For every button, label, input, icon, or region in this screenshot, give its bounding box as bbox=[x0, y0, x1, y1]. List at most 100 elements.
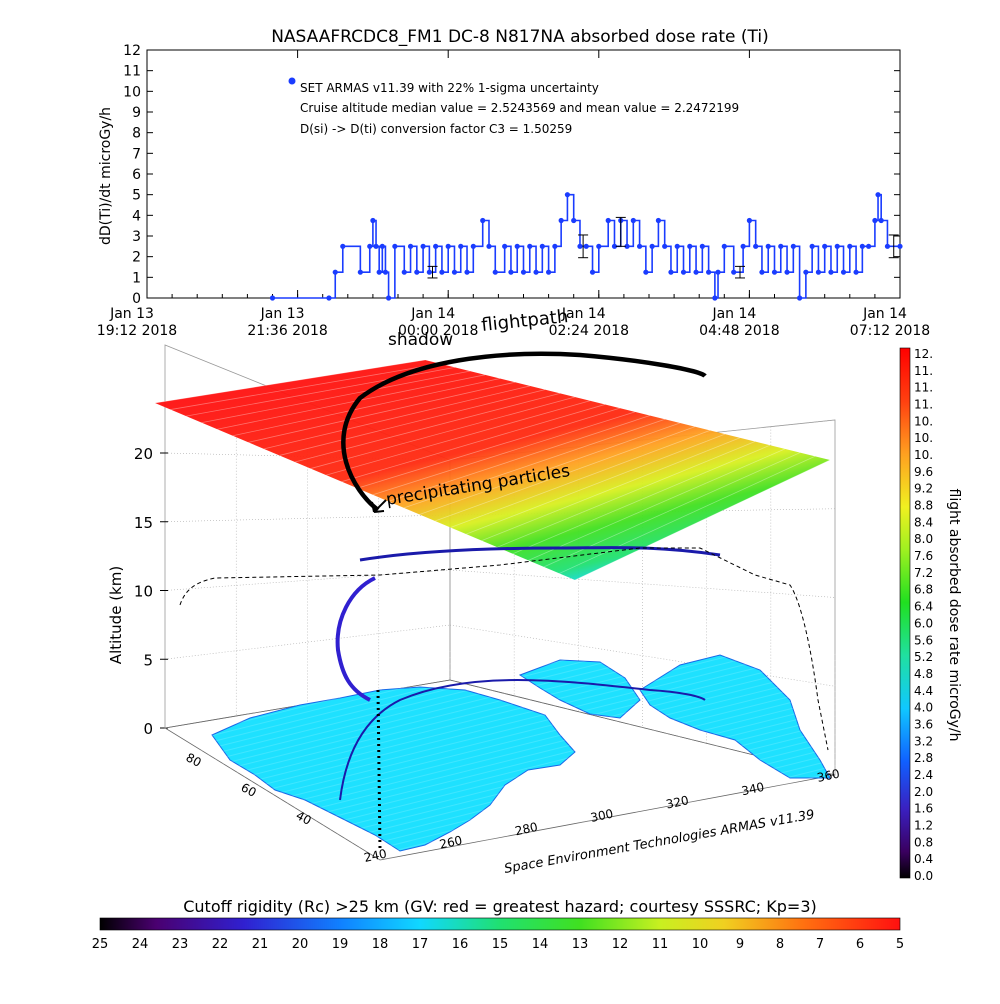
dose-colorbar-tick: 9.6 bbox=[914, 465, 933, 479]
dose-rate-point bbox=[803, 269, 809, 275]
slab-hatch-line bbox=[528, 448, 786, 561]
dose-rate-point bbox=[373, 243, 379, 249]
x-tick-label-date: Jan 14 bbox=[862, 306, 907, 322]
latitude-ticks: 40 60 80 bbox=[184, 750, 314, 828]
dose-rate-point bbox=[376, 269, 382, 275]
x-tick-label-time: 02:24 2018 bbox=[549, 323, 629, 339]
longitude-tick-label: 300 bbox=[589, 806, 614, 824]
slab-hatch-line bbox=[388, 415, 651, 502]
dose-rate-point bbox=[445, 243, 451, 249]
rigidity-colorbar-tick: 11 bbox=[652, 937, 669, 952]
longitude-tick-label: 280 bbox=[514, 820, 539, 838]
dose-colorbar-ticks: 12. 11. 11. 11. 10. 10. 10. 9.6 9.2 8.8 8.4 8.0 7.6 7… bbox=[914, 347, 933, 883]
dose-rate-point bbox=[611, 243, 618, 249]
slab-hatch-line bbox=[512, 444, 771, 555]
slab-hatch-line bbox=[170, 363, 441, 410]
rigidity-colorbar-tick: 25 bbox=[92, 937, 109, 952]
dose-rate-point bbox=[721, 243, 727, 249]
rigidity-colorbar-tick: 17 bbox=[412, 937, 429, 952]
x-tick-label-date: Jan 14 bbox=[711, 306, 756, 322]
dose-rate-point bbox=[740, 243, 746, 249]
rigidity-colorbar-tick: 21 bbox=[252, 937, 269, 952]
dose-rate-point bbox=[332, 269, 338, 275]
dose-rate-point bbox=[680, 269, 687, 275]
z-tick-label: 5 bbox=[143, 651, 153, 669]
dose-rate-point bbox=[596, 243, 602, 249]
dose-rate-point bbox=[414, 269, 420, 275]
dose-rate-point bbox=[624, 243, 630, 249]
dose-rate-point bbox=[589, 269, 596, 275]
dose-colorbar-tick: 4.8 bbox=[914, 667, 933, 681]
map-texture bbox=[200, 650, 840, 860]
y-tick-label: 12 bbox=[123, 43, 141, 59]
dose-rate-point bbox=[815, 269, 822, 275]
slab-hatch-line bbox=[201, 370, 471, 424]
dose-rate-point bbox=[558, 217, 564, 224]
dose-rate-point bbox=[502, 243, 508, 249]
dose-rate-series bbox=[269, 192, 903, 301]
dose-colorbar bbox=[899, 347, 911, 879]
dose-colorbar-tick: 5.6 bbox=[914, 633, 933, 647]
dose-rate-point bbox=[269, 295, 276, 301]
dose-rate-point bbox=[643, 269, 649, 275]
dose-colorbar-tick: 4.4 bbox=[914, 684, 933, 698]
slab-hatch-line bbox=[310, 396, 576, 469]
rigidity-colorbar-tick: 22 bbox=[212, 937, 229, 952]
y-tick-label: 11 bbox=[123, 64, 141, 80]
dose-colorbar-label: flight absorbed dose rate microGy/h bbox=[946, 489, 962, 742]
top-y-axis-label: dD(Ti)/dt microGy/h bbox=[98, 107, 114, 245]
dose-rate-point bbox=[508, 269, 514, 275]
dose-colorbar-tick: 1.2 bbox=[914, 818, 933, 832]
z-tick-label: 15 bbox=[134, 514, 153, 532]
dose-colorbar-tick: 2.4 bbox=[914, 768, 933, 782]
slab-hatch-line bbox=[263, 385, 531, 450]
dose-rate-point bbox=[655, 217, 662, 224]
dose-rate-point bbox=[687, 243, 693, 249]
dose-colorbar-tick: 2.8 bbox=[914, 751, 933, 765]
dose-colorbar-tick: 6.4 bbox=[914, 600, 933, 614]
y-tick-label: 3 bbox=[132, 229, 141, 245]
flight-track-ground bbox=[339, 679, 706, 801]
dose-colorbar-tick: 12. bbox=[914, 347, 933, 361]
z-tick-label: 10 bbox=[134, 583, 153, 601]
dose-rate-point bbox=[668, 269, 674, 275]
dose-rate-point bbox=[470, 243, 476, 249]
slab-hatch-line bbox=[419, 422, 681, 515]
slab-hatch-line bbox=[154, 359, 426, 404]
dose-rate-point bbox=[407, 243, 414, 249]
dose-rate-point bbox=[784, 269, 790, 275]
dose-rate-point bbox=[693, 269, 699, 275]
rigidity-colorbar-tick: 8 bbox=[776, 937, 784, 952]
dose-rate-point bbox=[520, 269, 527, 275]
rigidity-colorbar-tick: 15 bbox=[492, 937, 509, 952]
slab-hatch-line bbox=[574, 459, 831, 581]
z-tick-label: 20 bbox=[134, 445, 153, 463]
z-tick-label: 0 bbox=[143, 720, 153, 738]
rigidity-colorbar-title: Cutoff rigidity (Rc) >25 km (GV: red = g… bbox=[183, 897, 817, 916]
dose-rate-point bbox=[385, 295, 392, 301]
dose-rate-point bbox=[492, 269, 498, 275]
dose-rate-slab bbox=[155, 360, 830, 580]
dose-rate-point bbox=[379, 243, 385, 249]
dose-colorbar-tick: 4.0 bbox=[914, 701, 933, 715]
rigidity-colorbar-tick: 13 bbox=[572, 937, 589, 952]
rigidity-colorbar-tick: 24 bbox=[132, 937, 149, 952]
dose-rate-point bbox=[564, 192, 571, 198]
slab-hatch-line bbox=[248, 381, 516, 443]
flight-altitude-profile bbox=[179, 547, 829, 751]
dose-rate-point bbox=[577, 243, 583, 249]
rigidity-colorbar-tick: 5 bbox=[896, 937, 904, 952]
slab-hatch-line bbox=[465, 433, 726, 535]
latitude-tick-label: 40 bbox=[294, 808, 314, 828]
slab-hatch-line bbox=[294, 392, 561, 463]
dose-rate-point bbox=[771, 269, 778, 275]
slab-hatch-line bbox=[403, 418, 666, 509]
x-tick-label-time: 07:12 2018 bbox=[850, 323, 930, 339]
slab-texture bbox=[154, 359, 831, 581]
dose-rate-point bbox=[357, 269, 363, 275]
dose-rate-point bbox=[662, 243, 668, 249]
y-tick-label: 9 bbox=[132, 105, 141, 121]
dose-rate-point bbox=[464, 269, 470, 275]
